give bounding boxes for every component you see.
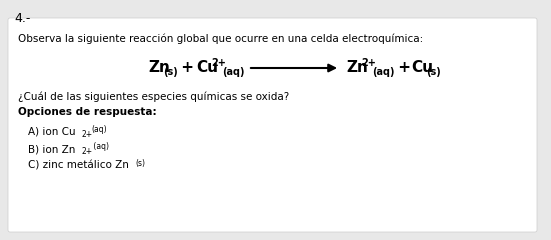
Text: (s): (s) [163, 67, 178, 77]
Text: (aq): (aq) [91, 142, 109, 151]
Text: Zn: Zn [148, 60, 170, 76]
Text: (s): (s) [426, 67, 441, 77]
Text: +: + [176, 60, 199, 76]
Text: +: + [393, 60, 416, 76]
Text: Zn: Zn [346, 60, 368, 76]
Text: A) ion Cu: A) ion Cu [28, 127, 75, 137]
Text: Opciones de respuesta:: Opciones de respuesta: [18, 107, 156, 117]
Text: Cu: Cu [411, 60, 433, 76]
Text: 2+: 2+ [81, 130, 92, 139]
Text: 2+: 2+ [361, 58, 376, 68]
Text: Observa la siguiente reacción global que ocurre en una celda electroquímica:: Observa la siguiente reacción global que… [18, 33, 423, 43]
Text: 4.-: 4.- [14, 12, 30, 25]
Text: 2+: 2+ [81, 147, 92, 156]
Text: B) ion Zn: B) ion Zn [28, 144, 75, 154]
Text: (aq): (aq) [372, 67, 395, 77]
Text: Cu: Cu [196, 60, 218, 76]
Text: (s): (s) [135, 159, 145, 168]
Text: (aq): (aq) [222, 67, 245, 77]
Text: ¿Cuál de las siguientes especies químicas se oxida?: ¿Cuál de las siguientes especies química… [18, 92, 289, 102]
Text: (aq): (aq) [91, 125, 107, 134]
FancyBboxPatch shape [8, 18, 537, 232]
Text: 2+: 2+ [211, 58, 226, 68]
Text: C) zinc metálico Zn: C) zinc metálico Zn [28, 161, 129, 171]
